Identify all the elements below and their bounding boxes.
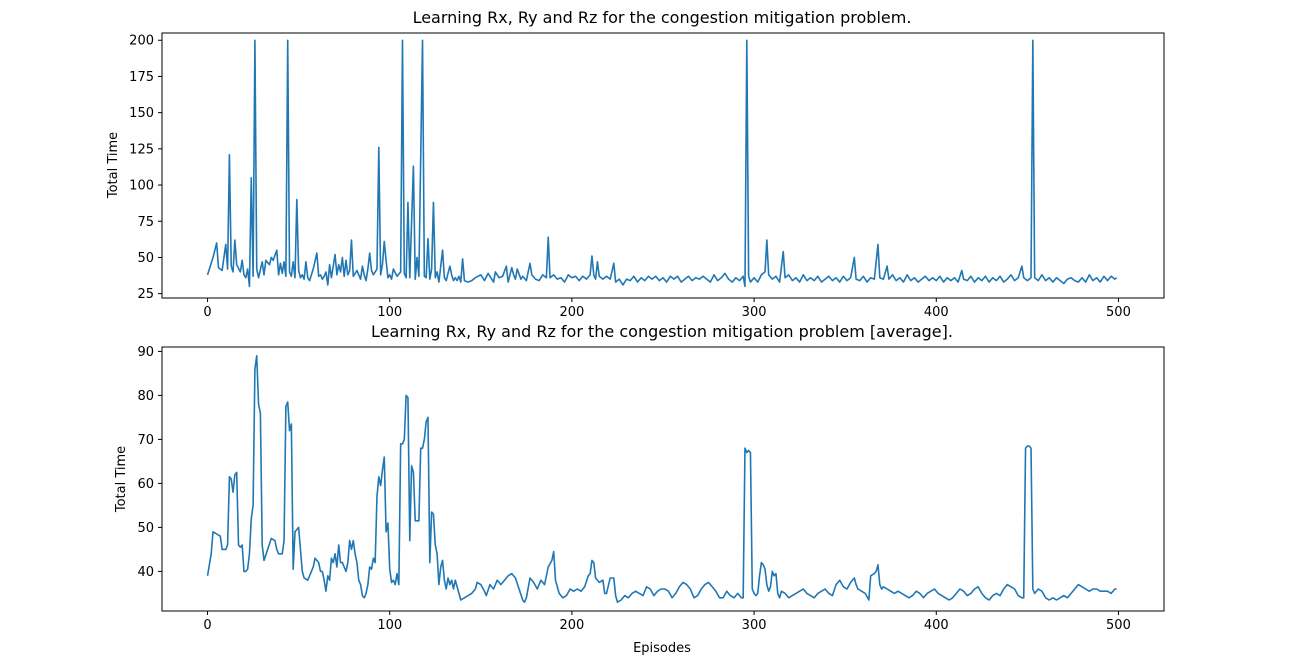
bottom-y-tick-label: 80 — [137, 389, 154, 404]
top-y-tick-label: 100 — [129, 179, 154, 194]
bottom-plot-frame — [161, 346, 1165, 612]
top-subplot: Learning Rx, Ry and Rz for the congestio… — [106, 8, 1165, 320]
bottom-x-tick-label: 0 — [203, 618, 211, 633]
top-x-tick-label: 200 — [559, 305, 584, 320]
top-x-tick-label: 500 — [1106, 305, 1131, 320]
bottom-subplot: Learning Rx, Ry and Rz for the congestio… — [114, 322, 1165, 656]
bottom-x-tick-label: 500 — [1106, 618, 1131, 633]
top-x-axis: 0 100 200 300 400 500 — [203, 298, 1131, 320]
bottom-x-axis-label: Episodes — [633, 641, 691, 656]
bottom-y-tick-label: 70 — [137, 433, 154, 448]
top-y-axis-label: Total Time — [106, 132, 121, 199]
bottom-series-line — [206, 355, 1117, 603]
bottom-y-axis-label: Total Time — [114, 446, 129, 513]
top-y-tick-label: 175 — [129, 70, 154, 85]
bottom-x-tick-label: 300 — [742, 618, 767, 633]
bottom-x-tick-label: 200 — [559, 618, 584, 633]
top-y-tick-label: 200 — [129, 34, 154, 49]
top-x-tick-label: 0 — [203, 305, 211, 320]
top-chart-title: Learning Rx, Ry and Rz for the congestio… — [413, 8, 912, 27]
bottom-x-axis: 0 100 200 300 400 500 — [203, 611, 1131, 633]
bottom-y-tick-label: 50 — [137, 521, 154, 536]
top-series-line — [206, 39, 1118, 288]
top-x-tick-label: 400 — [924, 305, 949, 320]
top-plot-frame — [161, 32, 1165, 299]
bottom-y-tick-label: 60 — [137, 477, 154, 492]
top-y-axis: 25 50 75 100 125 150 175 200 — [129, 34, 162, 302]
bottom-y-tick-label: 40 — [137, 565, 154, 580]
top-y-tick-label: 150 — [129, 106, 154, 121]
top-y-tick-label: 50 — [137, 251, 154, 266]
bottom-x-tick-label: 100 — [377, 618, 402, 633]
top-x-tick-label: 300 — [742, 305, 767, 320]
bottom-y-axis: 40 50 60 70 80 90 — [137, 345, 162, 580]
top-y-tick-label: 75 — [137, 215, 154, 230]
top-y-tick-label: 25 — [137, 287, 154, 302]
bottom-y-tick-label: 90 — [137, 345, 154, 360]
bottom-x-tick-label: 400 — [924, 618, 949, 633]
top-y-tick-label: 125 — [129, 142, 154, 157]
top-x-tick-label: 100 — [377, 305, 402, 320]
bottom-chart-title: Learning Rx, Ry and Rz for the congestio… — [371, 322, 953, 341]
